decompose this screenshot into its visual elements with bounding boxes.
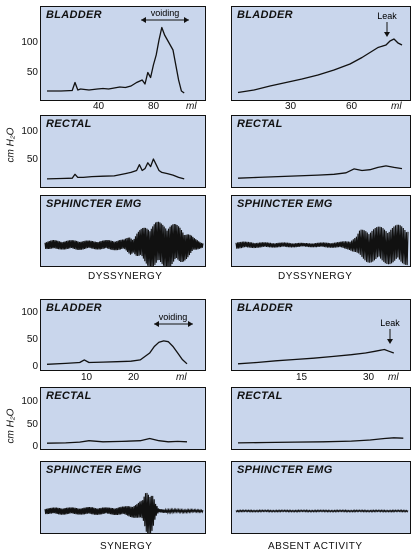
y-tick-100-bottom: 100	[21, 307, 38, 318]
leak-annotation: Leak	[377, 11, 397, 37]
bladder-pressure-line: voiding	[47, 8, 189, 94]
emg-signal	[235, 509, 409, 513]
leak-label: Leak	[377, 11, 397, 21]
rectal-pressure-line	[46, 158, 185, 180]
panel-top-left-emg: SPHINCTER EMG	[40, 195, 206, 267]
panel-title: SPHINCTER EMG	[46, 464, 142, 476]
panel-top-left-bladder: BLADDER voiding	[40, 6, 206, 101]
panel-bottom-left-bladder: BLADDER voiding	[40, 299, 206, 371]
rectal-pressure-line	[237, 437, 404, 444]
panel-bottom-right-emg: SPHINCTER EMG	[231, 461, 411, 534]
y-tick-0-bottom-rectal: 0	[32, 441, 38, 452]
panel-top-left-rectal: RECTAL	[40, 115, 206, 188]
series-line	[237, 348, 395, 365]
x-unit-top-left: ml	[186, 101, 197, 112]
caption-top-right: DYSSYNERGY	[278, 271, 353, 282]
panel-top-right-rectal: RECTAL	[231, 115, 411, 188]
series-line	[46, 158, 185, 180]
y-tick-100-bottom-rectal: 100	[21, 396, 38, 407]
x-tick-30: 30	[285, 101, 297, 112]
series-line	[237, 437, 404, 444]
caption-bottom-left: SYNERGY	[100, 541, 153, 552]
y-tick-100-top: 100	[21, 37, 38, 48]
panel-title: SPHINCTER EMG	[237, 464, 333, 476]
caption-bottom-right: ABSENT ACTIVITY	[268, 541, 363, 552]
panel-title: SPHINCTER EMG	[46, 198, 142, 210]
emg-signal	[44, 492, 204, 533]
panel-title: SPHINCTER EMG	[237, 198, 333, 210]
y-tick-100-rectal: 100	[21, 126, 38, 137]
panel-title: BLADDER	[237, 302, 293, 314]
x-tick-60: 60	[346, 101, 358, 112]
panel-bottom-right-rectal: RECTAL	[231, 387, 411, 450]
x-unit-top-right: ml	[391, 101, 402, 112]
rectal-pressure-line	[46, 437, 188, 444]
panel-title: BLADDER	[46, 9, 102, 21]
x-tick-20: 20	[128, 372, 140, 383]
emg-signal	[44, 221, 204, 266]
x-tick-30: 30	[363, 372, 375, 383]
series-line	[237, 38, 403, 94]
rectal-pressure-line	[237, 165, 403, 179]
series-line	[46, 437, 188, 444]
x-tick-40: 40	[93, 101, 105, 112]
leak-label: Leak	[380, 318, 400, 328]
panel-bottom-right-bladder: BLADDER Leak	[231, 299, 411, 371]
leak-annotation: Leak	[380, 318, 400, 344]
x-unit-bottom-left: ml	[176, 372, 187, 383]
bladder-pressure-line: voiding	[46, 312, 193, 365]
panel-bottom-left-rectal: RECTAL	[40, 387, 206, 450]
emg-trace	[44, 221, 204, 266]
panel-top-right-emg: SPHINCTER EMG	[231, 195, 411, 267]
panel-top-right-bladder: BLADDER Leak	[231, 6, 411, 101]
x-tick-15: 15	[296, 372, 308, 383]
emg-trace	[235, 509, 409, 513]
voiding-annotation: voiding	[154, 312, 193, 327]
panel-title: RECTAL	[46, 390, 92, 402]
emg-signal	[235, 224, 409, 266]
panel-title: RECTAL	[46, 118, 92, 130]
panel-bottom-left-emg: SPHINCTER EMG	[40, 461, 206, 534]
panel-title: RECTAL	[237, 390, 283, 402]
bladder-pressure-line: Leak	[237, 11, 403, 94]
emg-trace	[235, 224, 409, 266]
emg-trace	[44, 492, 204, 533]
bladder-pressure-line: Leak	[237, 318, 400, 365]
panel-title: BLADDER	[237, 9, 293, 21]
x-tick-10: 10	[81, 372, 93, 383]
y-tick-50-rectal: 50	[26, 154, 38, 165]
y-tick-0-bottom: 0	[32, 361, 38, 372]
x-tick-80: 80	[148, 101, 160, 112]
y-tick-50-top: 50	[26, 67, 38, 78]
voiding-label: voiding	[159, 312, 188, 322]
y-tick-50-bottom: 50	[26, 334, 38, 345]
series-line	[46, 340, 188, 365]
caption-top-left: DYSSYNERGY	[88, 271, 163, 282]
panel-title: BLADDER	[46, 302, 102, 314]
series-line	[237, 165, 403, 179]
y-tick-50-bottom-rectal: 50	[26, 419, 38, 430]
voiding-label: voiding	[151, 8, 180, 18]
panel-title: RECTAL	[237, 118, 283, 130]
voiding-annotation: voiding	[141, 8, 189, 23]
x-unit-bottom-right: ml	[388, 372, 399, 383]
series-line	[47, 26, 185, 94]
